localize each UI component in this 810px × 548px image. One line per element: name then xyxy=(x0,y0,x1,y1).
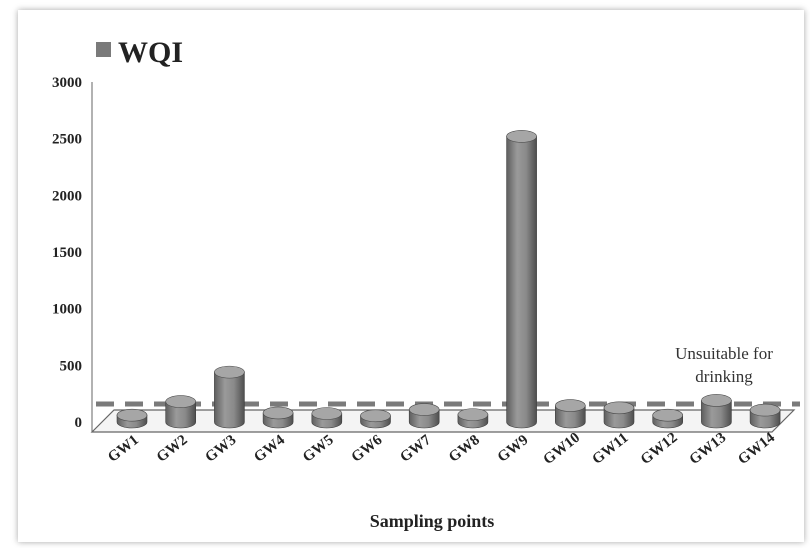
bar-gw12 xyxy=(652,408,684,429)
y-tick-label: 3000 xyxy=(52,75,82,91)
x-tick-label: GW1 xyxy=(105,432,142,466)
bar-gw11 xyxy=(603,401,635,429)
bar-top xyxy=(554,399,586,412)
y-tick-label: 2500 xyxy=(52,132,82,148)
bar-gw8 xyxy=(457,408,489,429)
x-tick-label: GW5 xyxy=(300,432,337,466)
x-tick-label: GW11 xyxy=(590,430,632,468)
bar-gw4 xyxy=(262,406,294,429)
bar-body xyxy=(506,136,537,429)
bar-gw10 xyxy=(554,399,586,429)
bar-gw13 xyxy=(701,394,732,429)
chart-frame xyxy=(18,10,804,542)
bar-gw6 xyxy=(360,409,391,429)
bar-top xyxy=(506,130,537,143)
chart-floor xyxy=(90,409,796,433)
bar-body xyxy=(165,401,196,429)
y-tick-label: 0 xyxy=(75,415,83,431)
x-tick-label: GW10 xyxy=(540,430,583,468)
bar-top xyxy=(311,407,343,420)
x-tick-label: GW9 xyxy=(495,432,532,466)
threshold-label-line2: drinking xyxy=(695,367,753,386)
bar-top xyxy=(701,394,732,407)
x-tick-label: GW3 xyxy=(203,432,240,466)
x-tick-label: GW6 xyxy=(349,432,386,466)
bar-gw3 xyxy=(214,365,245,429)
bar-top xyxy=(165,395,196,408)
x-tick-label: GW4 xyxy=(251,432,288,466)
x-tick-label: GW7 xyxy=(397,432,434,466)
y-tick-label: 1500 xyxy=(52,245,82,261)
x-tick-label: GW13 xyxy=(687,430,730,468)
bar-gw7 xyxy=(408,403,440,429)
bar-top xyxy=(116,408,148,422)
y-tick-label: 500 xyxy=(60,358,83,374)
bar-body xyxy=(701,400,732,429)
bar-top xyxy=(749,403,781,417)
bars-group xyxy=(116,130,781,429)
legend-swatch xyxy=(96,42,111,57)
bar-gw5 xyxy=(311,407,343,429)
bar-gw9 xyxy=(506,130,537,429)
bar-gw2 xyxy=(165,395,196,429)
y-tick-label: 1000 xyxy=(52,302,82,318)
x-tick-label: GW14 xyxy=(735,429,778,468)
bar-top xyxy=(214,365,245,379)
bar-gw1 xyxy=(116,408,148,429)
y-tick-label: 2000 xyxy=(52,188,82,204)
bar-top xyxy=(457,408,489,421)
y-axis-ticks: 0 500 1000 1500 2000 2500 3000 xyxy=(52,75,82,431)
x-axis-categories: GW1 GW2 GW3 GW4 GW5 GW6 GW7 GW8 GW9 GW10 GW11 GW12 G… xyxy=(105,429,778,468)
bar-top xyxy=(360,409,391,423)
x-tick-label: GW8 xyxy=(446,432,483,466)
bar-body xyxy=(214,371,245,429)
bar-top xyxy=(652,408,684,422)
x-axis-label: Sampling points xyxy=(370,511,495,531)
legend-label: WQI xyxy=(118,36,183,69)
bar-top xyxy=(603,401,635,415)
bar-gw14 xyxy=(749,403,781,429)
bar-top xyxy=(408,403,440,416)
x-tick-label: GW2 xyxy=(154,432,191,466)
bar-body xyxy=(555,405,586,429)
bar-top xyxy=(262,406,294,420)
threshold-label-line1: Unsuitable for xyxy=(675,344,773,363)
x-tick-label: GW12 xyxy=(638,430,681,468)
